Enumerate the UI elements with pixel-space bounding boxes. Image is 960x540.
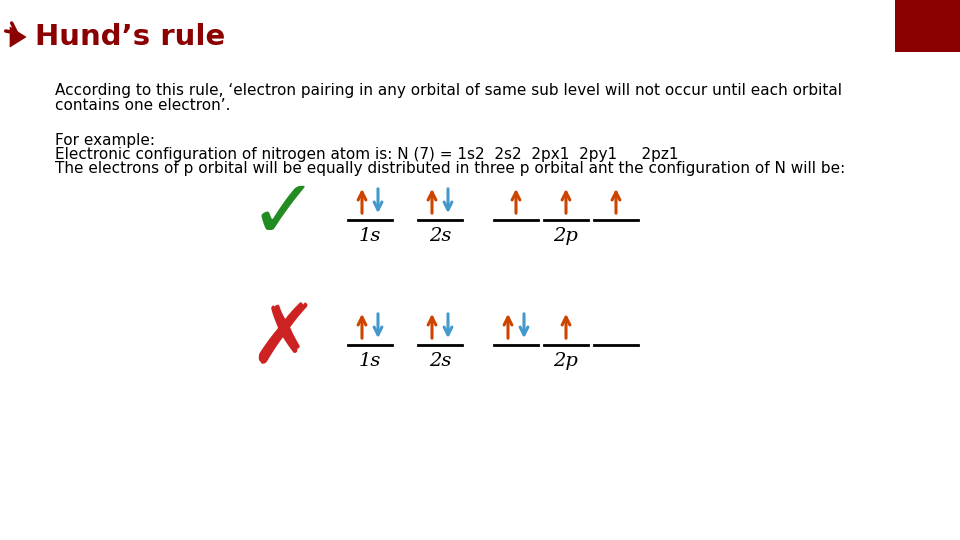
Text: 2s: 2s: [429, 352, 451, 370]
Text: ✓: ✓: [248, 174, 318, 255]
Text: Hund’s rule: Hund’s rule: [35, 23, 226, 51]
Text: 2p: 2p: [554, 227, 579, 245]
Text: 2s: 2s: [429, 227, 451, 245]
Text: 1s: 1s: [359, 227, 381, 245]
Text: According to this rule, ‘electron pairing in any orbital of same sub level will : According to this rule, ‘electron pairin…: [55, 83, 842, 98]
Text: Electronic configuration of nitrogen atom is: N (7) = 1s2  2s2  2px1  2py1     2: Electronic configuration of nitrogen ato…: [55, 146, 679, 161]
Text: 2p: 2p: [554, 352, 579, 370]
Text: 1s: 1s: [359, 352, 381, 370]
Text: contains one electron’.: contains one electron’.: [55, 98, 230, 113]
Text: The electrons of p orbital will be equally distributed in three p orbital ant th: The electrons of p orbital will be equal…: [55, 160, 845, 176]
Text: ✗: ✗: [248, 300, 318, 381]
Polygon shape: [10, 27, 26, 47]
Bar: [895, 0, 960, 52]
Text: For example:: For example:: [55, 132, 155, 147]
